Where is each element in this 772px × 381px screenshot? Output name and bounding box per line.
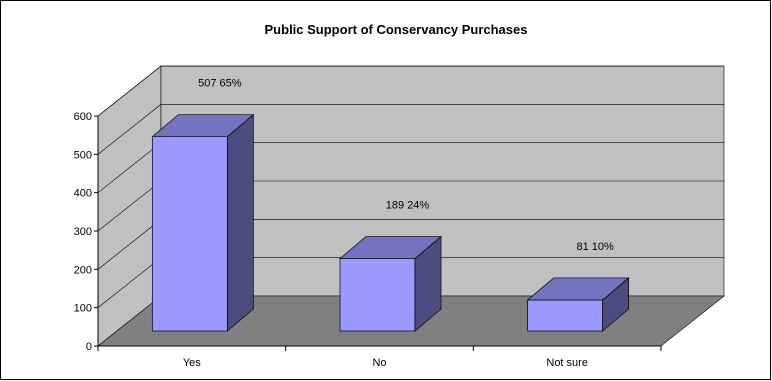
bar-front-no xyxy=(339,258,416,332)
gridline xyxy=(97,65,724,117)
bar-top xyxy=(526,277,630,301)
y-tick-label: 100 xyxy=(74,303,92,315)
x-category-label: Not sure xyxy=(546,357,588,369)
bar-front-yes xyxy=(151,136,228,332)
y-tick-label: 400 xyxy=(74,188,92,200)
y-tick-label: 200 xyxy=(74,264,92,276)
bars xyxy=(151,113,630,332)
y-tick-label: 500 xyxy=(74,149,92,161)
gridline xyxy=(97,104,724,155)
y-tick-label: 600 xyxy=(74,111,92,123)
bar-front-not-sure xyxy=(527,299,604,332)
bar-side xyxy=(226,113,254,332)
x-category-label: Yes xyxy=(183,357,201,369)
data-label: 189 24% xyxy=(386,200,430,212)
labels: Yes 507 65% No 189 24% Not sure 81 10% xyxy=(183,78,614,369)
axes: 0 100 200 300 400 500 600 xyxy=(74,111,662,353)
x-category-label: No xyxy=(372,357,386,369)
y-tick-label: 0 xyxy=(86,341,92,353)
data-label: 81 10% xyxy=(577,241,615,253)
bar-top xyxy=(339,236,442,259)
y-tick-label: 300 xyxy=(74,226,92,238)
chart-title: Public Support of Conservancy Purchases xyxy=(265,22,528,37)
data-label: 507 65% xyxy=(198,78,242,90)
bar-top xyxy=(151,114,255,138)
